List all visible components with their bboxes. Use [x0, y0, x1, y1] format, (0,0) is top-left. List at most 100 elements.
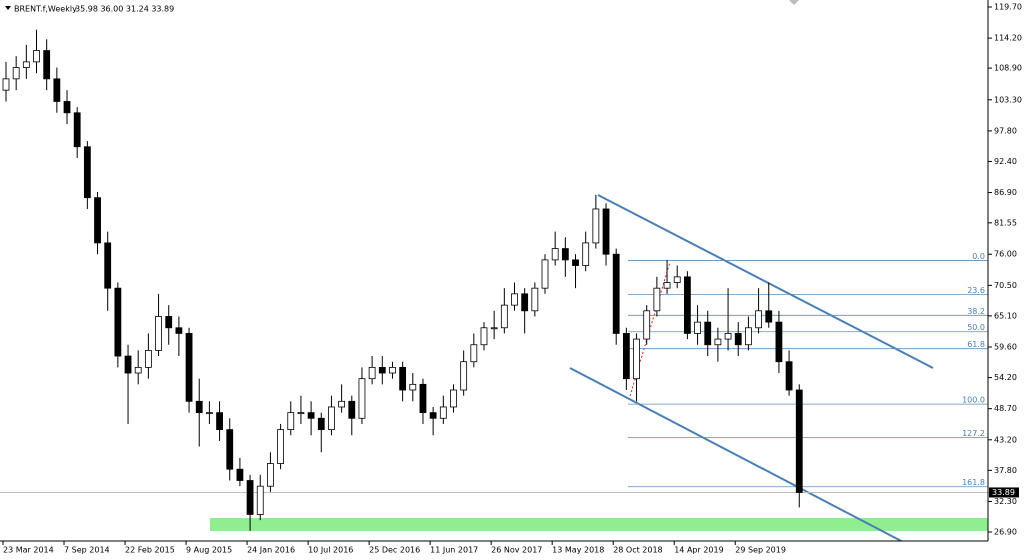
candle-body	[429, 412, 437, 419]
candle-body	[765, 310, 773, 323]
x-tick-label: 10 Jul 2016	[308, 546, 353, 555]
candle-body	[755, 310, 762, 329]
menu-arrow[interactable]	[5, 6, 11, 10]
x-tick-label: 9 Aug 2015	[186, 546, 232, 555]
x-tick-label: 28 Oct 2018	[613, 546, 662, 555]
candle-body	[287, 412, 295, 431]
channel-upper	[597, 194, 934, 369]
candle-body	[531, 287, 539, 312]
support-zone	[210, 518, 988, 531]
candle-body	[399, 366, 407, 391]
candle-body	[338, 400, 346, 408]
series-layer: 0.0 23.6 38.2 50.0 61.8 100.0 127.2 161.8	[0, 29, 988, 531]
candle-body	[216, 412, 223, 431]
y-tick-label: 26.90	[994, 528, 1017, 537]
candle-body	[43, 50, 51, 80]
x-tick-label: 11 Jun 2017	[430, 546, 478, 555]
y-tick-label: 103.30	[994, 95, 1022, 104]
candle-body	[622, 333, 630, 380]
candle-body	[389, 366, 396, 374]
x-tick-label: 29 Sep 2019	[735, 546, 786, 555]
fibo-label: 38.2	[967, 307, 985, 316]
candle-body	[612, 253, 620, 334]
fibo-label: 50.0	[967, 323, 985, 332]
candle-body	[694, 321, 701, 334]
candle-body	[205, 412, 213, 415]
fibo-label: 100.0	[962, 396, 985, 405]
candle-body	[521, 293, 529, 312]
candle-body	[236, 468, 244, 481]
candle-body	[643, 310, 651, 340]
y-tick-label: 119.70	[994, 3, 1022, 12]
candle-body	[22, 61, 30, 68]
y-tick-label: 114.20	[994, 34, 1022, 43]
fibo-label: 161.8	[962, 478, 985, 487]
candle-body	[175, 327, 183, 334]
y-tick-label: 65.10	[994, 311, 1017, 320]
candle-body	[470, 344, 478, 363]
candle-body	[592, 208, 600, 244]
candle-body	[500, 304, 508, 329]
scroll-marker	[789, 0, 799, 5]
last-price-box	[989, 487, 1019, 498]
y-tick-label: 59.60	[994, 343, 1017, 352]
symbol: BRENT.f,Weekly	[14, 5, 77, 14]
fibo-label: 61.8	[967, 340, 985, 349]
y-tick-label: 70.50	[994, 281, 1017, 290]
candle-body	[653, 287, 661, 312]
candle-body	[561, 248, 569, 261]
candle-body	[165, 316, 173, 329]
candle-body	[94, 197, 101, 244]
last-price-label: 33.89	[992, 488, 1015, 497]
y-tick-label: 97.80	[994, 126, 1017, 135]
fibo-label: 0.0	[972, 252, 985, 261]
candle-body	[480, 327, 488, 346]
candle-body	[246, 480, 254, 515]
candle-body	[714, 338, 722, 346]
candle-body	[33, 50, 40, 63]
candle-body	[378, 366, 386, 374]
y-tick-label: 37.80	[994, 466, 1017, 475]
channel-lower	[569, 367, 904, 541]
y-tick-label: 86.90	[994, 188, 1017, 197]
y-tick-label: 81.55	[994, 218, 1017, 227]
candle-body	[460, 361, 468, 391]
fibo-label: 23.6	[967, 286, 985, 295]
candle-body	[328, 406, 335, 431]
candle-body	[633, 338, 640, 380]
candle-body	[582, 242, 590, 266]
plot-area: 0.0 23.6 38.2 50.0 61.8 100.0 127.2 161.8	[0, 29, 988, 541]
candle-body	[368, 366, 376, 380]
candle-body	[317, 417, 325, 431]
candle-body	[256, 485, 264, 515]
candle-body	[704, 321, 712, 346]
candle-body	[419, 383, 427, 414]
candle-body	[734, 333, 742, 346]
candle-body	[297, 412, 305, 415]
candle-body	[185, 333, 193, 402]
candle-body	[409, 383, 417, 391]
x-tick-label: 26 Nov 2017	[491, 546, 542, 555]
candle-body	[795, 389, 803, 493]
candle-body	[226, 429, 234, 470]
candle-body	[348, 400, 356, 419]
candle-body	[83, 146, 91, 199]
candle-body	[785, 361, 793, 391]
x-tick-label: 13 May 2018	[552, 546, 604, 555]
candle-body	[12, 67, 20, 80]
x-tick-label: 7 Sep 2014	[64, 546, 110, 555]
candle-body	[541, 259, 549, 289]
candle-body	[745, 327, 752, 346]
candle-body	[63, 101, 71, 114]
x-tick-label: 22 Feb 2015	[125, 546, 175, 555]
candle-body	[663, 282, 671, 289]
candle-body	[724, 333, 732, 340]
candle-body	[155, 316, 162, 351]
candle-body	[551, 248, 559, 261]
y-tick-label: 48.70	[994, 404, 1017, 413]
candle-body	[124, 355, 132, 374]
y-tick-label: 43.20	[994, 435, 1017, 444]
candle-body	[602, 208, 610, 255]
